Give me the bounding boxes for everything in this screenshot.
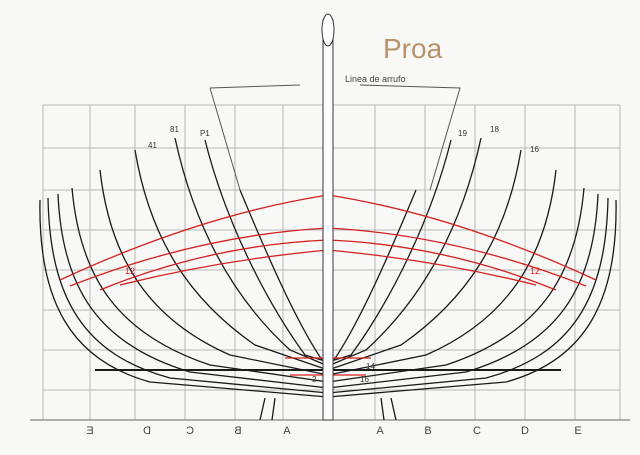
station-letter: D	[143, 425, 151, 437]
station-letter: B	[424, 425, 431, 437]
station: 12	[530, 266, 540, 276]
station-letter: E	[574, 425, 581, 437]
station: 81	[170, 125, 179, 134]
station-letter: B	[234, 425, 241, 437]
station-letter: A	[376, 425, 384, 437]
station: 2	[312, 375, 317, 384]
stem-head	[321, 13, 335, 47]
sheer-label: Linea de arrufo	[345, 74, 406, 84]
station-letter: A	[283, 425, 291, 437]
sheer-line	[209, 84, 461, 191]
station: P1	[200, 129, 210, 138]
red-sheer	[59, 194, 329, 376]
station: 14	[366, 362, 375, 371]
station: 16	[360, 375, 369, 384]
station: 41	[148, 141, 157, 150]
title: Proa	[383, 33, 443, 64]
bottom-labels: E D C B A A B C D E	[86, 425, 581, 437]
hull-frames	[39, 137, 329, 421]
station-letter: E	[86, 425, 93, 437]
station: 16	[530, 145, 539, 154]
station: 19	[458, 129, 467, 138]
station: 18	[490, 125, 499, 134]
stem-post	[322, 19, 334, 421]
station-letter: D	[521, 425, 529, 437]
station-letter: C	[186, 425, 194, 437]
station-letter: C	[473, 425, 481, 437]
station: 12	[125, 266, 135, 276]
